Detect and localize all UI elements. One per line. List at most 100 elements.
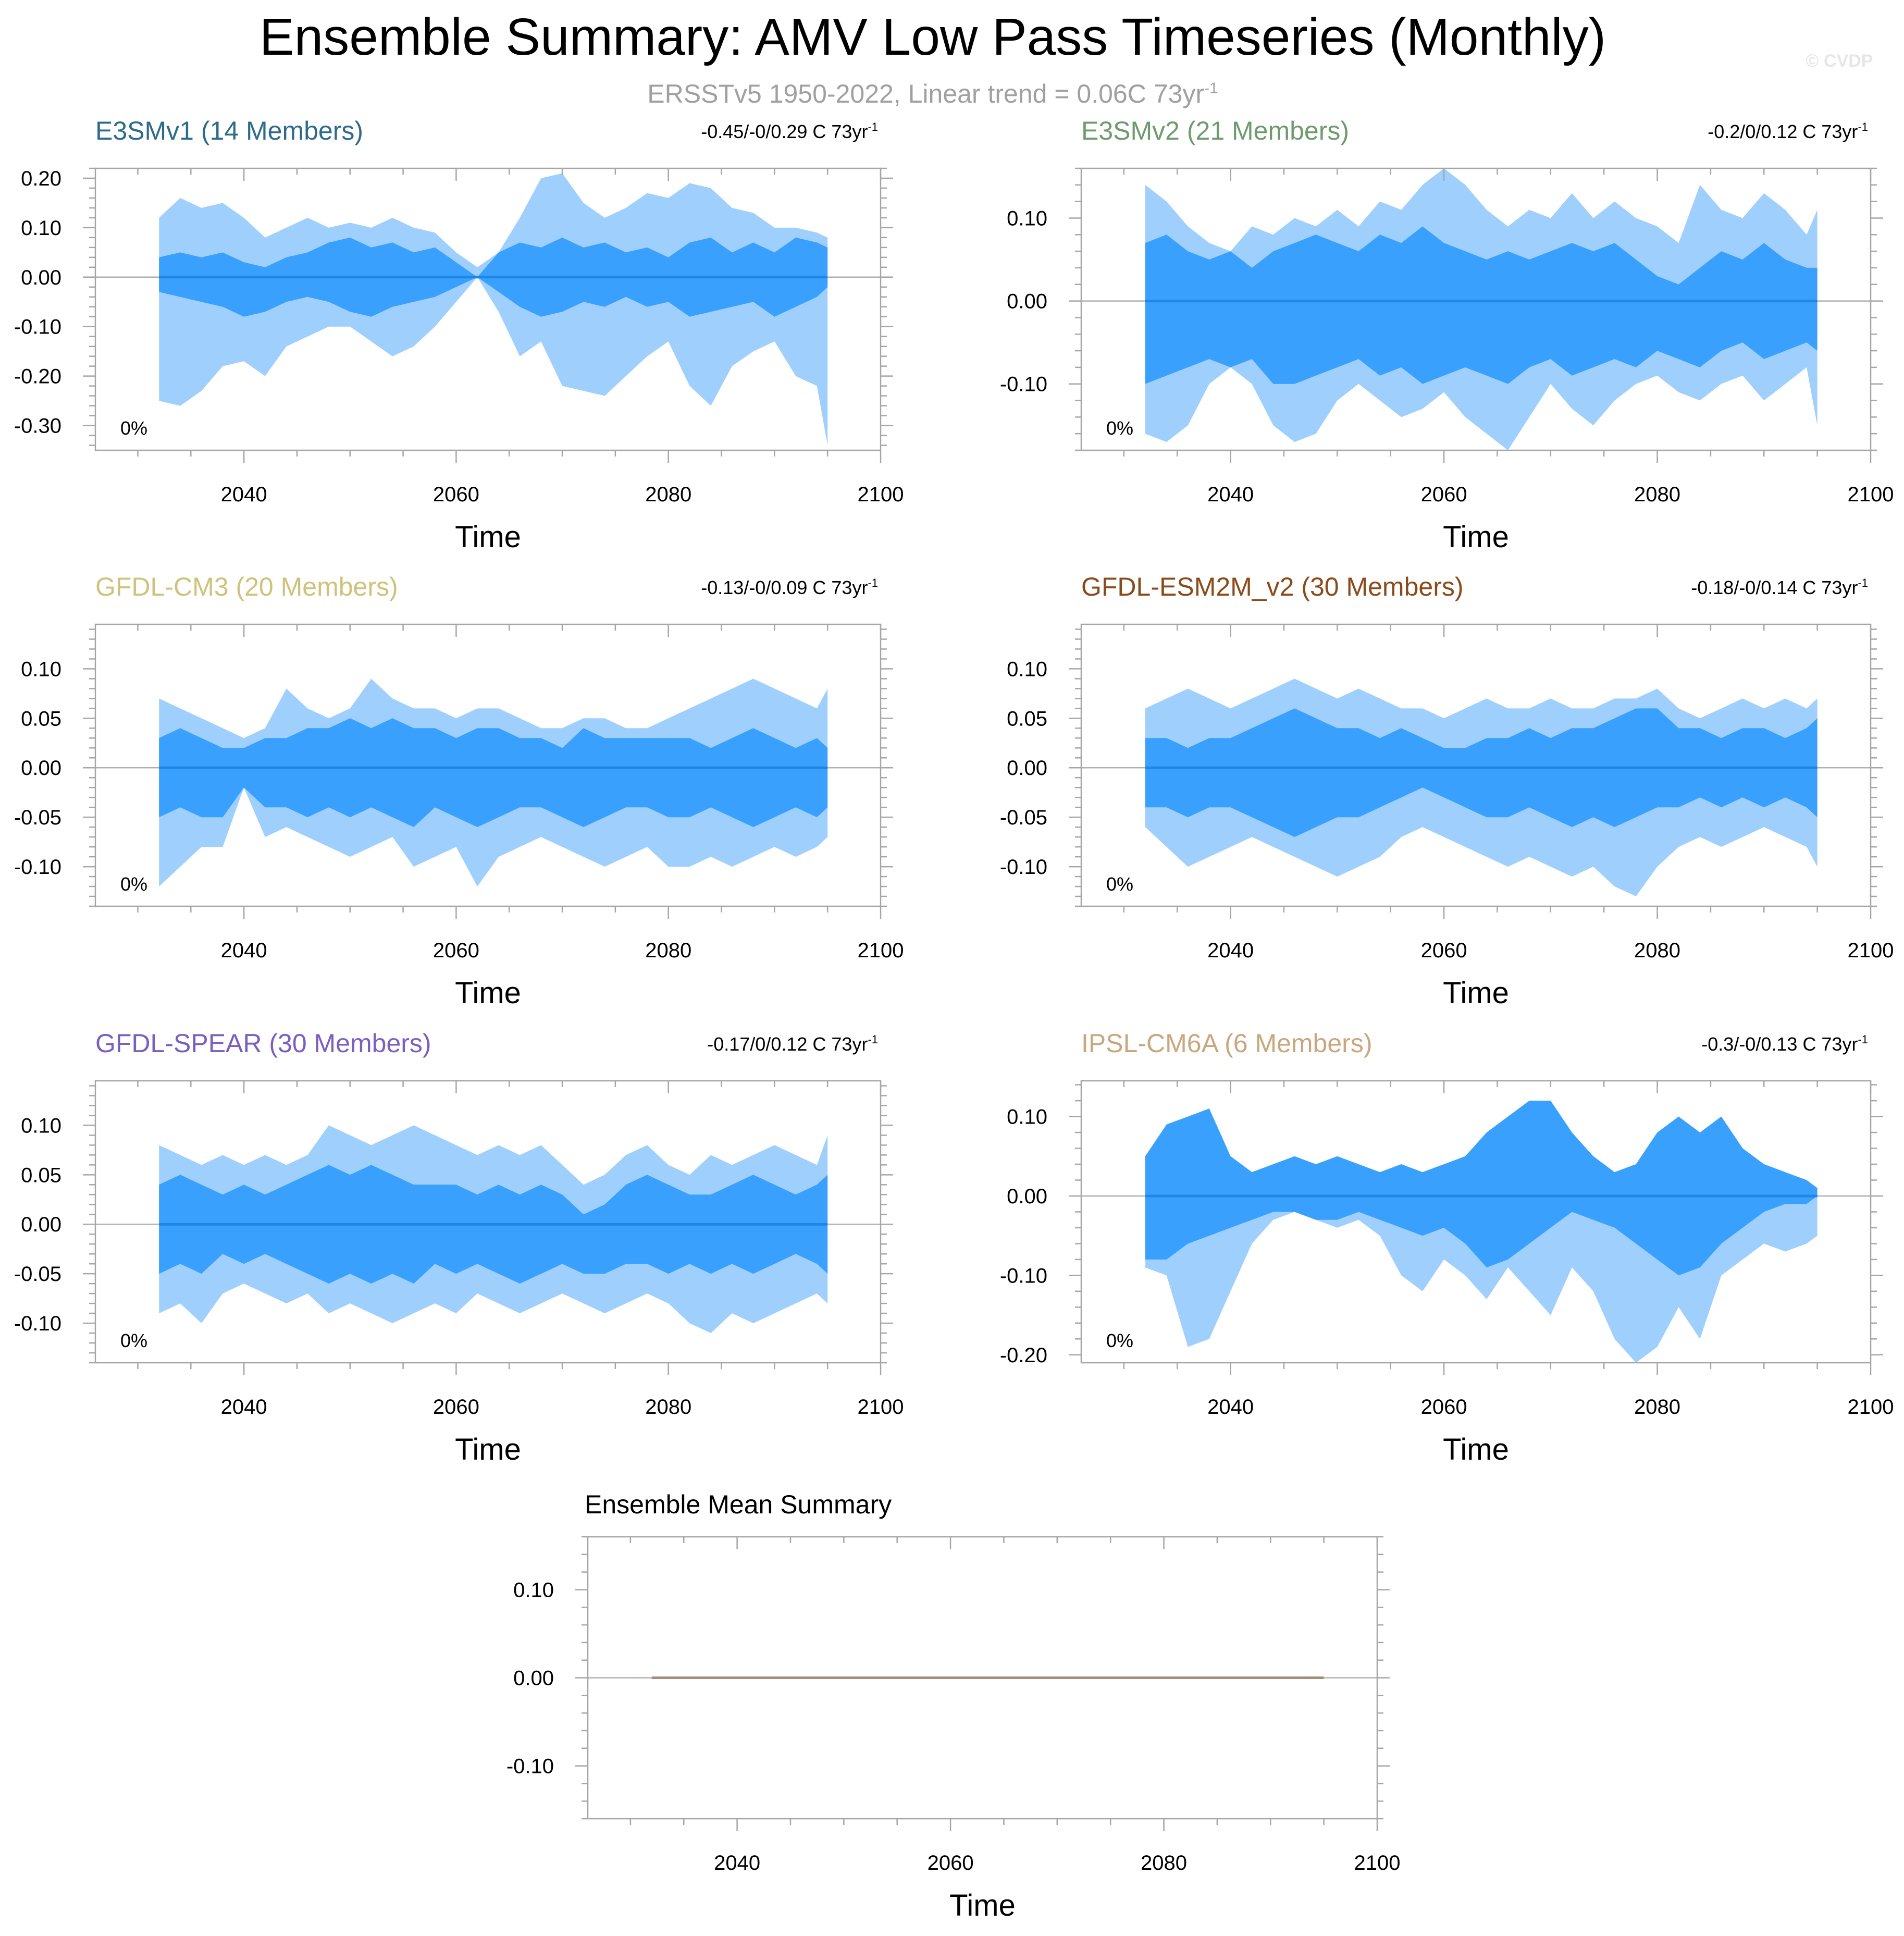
- y-tick-label: 0.00: [1007, 1185, 1047, 1208]
- y-tick-label: 0.10: [1007, 658, 1047, 681]
- plot-frame: [94, 167, 882, 451]
- y-tick-label: 0.00: [21, 266, 61, 289]
- panel-title: GFDL-ESM2M_v2 (30 Members): [1081, 572, 1464, 601]
- y-tick-label: 0.05: [21, 707, 61, 730]
- y-tick-label: -0.05: [14, 1263, 61, 1286]
- percent-label: 0%: [1106, 417, 1133, 439]
- inner-range-band: [1145, 226, 1818, 384]
- y-tick-label: 0.05: [21, 1164, 61, 1187]
- trend-label: -0.18/-0/0.14 C 73yr-1: [1691, 576, 1868, 598]
- inner-range-band: [159, 718, 828, 828]
- plot-frame: [94, 1080, 882, 1364]
- y-tick-label: 0.00: [513, 1667, 554, 1690]
- x-axis-label: Time: [949, 1889, 1016, 1922]
- x-tick-label: 2060: [433, 1396, 479, 1419]
- plot-frame: [1080, 1080, 1872, 1364]
- plot-frame: [94, 623, 882, 907]
- panel-2: E3SMv2 (21 Members) -0.2/0/0.12 C 73yr-1 0…: [1000, 116, 1894, 554]
- y-tick-label: -0.10: [1000, 1264, 1047, 1287]
- x-axis-label: Time: [1443, 1433, 1509, 1466]
- y-tick-label: -0.30: [14, 415, 61, 438]
- panel-3: GFDL-CM3 (20 Members) -0.13/-0/0.09 C 73y…: [14, 572, 904, 1010]
- x-tick-label: 2060: [433, 483, 479, 506]
- y-tick-label: -0.10: [14, 316, 61, 339]
- x-tick-label: 2080: [645, 1396, 691, 1419]
- plot-frame: [1080, 623, 1872, 907]
- figure-subtitle: ERSSTv5 1950-2022, Linear trend = 0.06C …: [647, 79, 1218, 108]
- x-tick-label: 2100: [1848, 483, 1894, 506]
- x-tick-label: 2060: [928, 1852, 974, 1875]
- y-tick-label: 0.00: [1007, 290, 1047, 313]
- y-tick-label: 0.10: [1007, 207, 1047, 230]
- y-tick-label: -0.20: [14, 365, 61, 388]
- x-tick-label: 2080: [1634, 1396, 1680, 1419]
- x-tick-label: 2080: [645, 939, 691, 962]
- x-tick-label: 2040: [1207, 939, 1254, 962]
- y-tick-label: -0.10: [14, 1312, 61, 1335]
- x-tick-label: 2100: [1848, 1396, 1894, 1419]
- x-tick-label: 2100: [858, 1396, 904, 1419]
- percent-label: 0%: [1106, 873, 1133, 895]
- y-tick-label: 0.10: [21, 217, 61, 240]
- panel-1: E3SMv1 (14 Members) -0.45/-0/0.29 C 73yr-…: [14, 116, 904, 554]
- x-tick-label: 2100: [1354, 1852, 1401, 1875]
- percent-label: 0%: [120, 873, 147, 895]
- y-tick-label: -0.10: [1000, 373, 1047, 396]
- panels: E3SMv1 (14 Members) -0.45/-0/0.29 C 73yr-…: [14, 116, 1894, 1922]
- x-axis-label: Time: [1443, 520, 1509, 554]
- panel-title: E3SMv2 (21 Members): [1081, 116, 1349, 145]
- x-axis-label: Time: [455, 976, 521, 1010]
- y-tick-label: -0.10: [14, 856, 61, 879]
- y-tick-label: -0.10: [506, 1755, 554, 1778]
- x-tick-label: 2080: [645, 483, 691, 506]
- x-tick-label: 2040: [1207, 483, 1254, 506]
- copyright-watermark: © CVDP: [1806, 51, 1873, 71]
- x-tick-label: 2080: [1141, 1852, 1187, 1875]
- inner-range-band: [1145, 1101, 1818, 1276]
- x-tick-label: 2060: [1421, 939, 1467, 962]
- trend-label: -0.3/-0/0.13 C 73yr-1: [1701, 1033, 1868, 1055]
- y-tick-label: 0.00: [21, 1213, 61, 1236]
- y-tick-label: 0.00: [1007, 757, 1047, 780]
- panel-7: Ensemble Mean Summary 2040 2060 2080 2100 -0.…: [506, 1490, 1401, 1922]
- x-tick-label: 2060: [1421, 1396, 1467, 1419]
- x-axis-label: Time: [455, 1433, 521, 1466]
- plot-frame: [1080, 167, 1872, 451]
- y-tick-label: 0.10: [513, 1579, 554, 1601]
- y-tick-label: 0.10: [1007, 1106, 1047, 1129]
- panel-5: GFDL-SPEAR (30 Members) -0.17/0/0.12 C 73…: [14, 1029, 904, 1466]
- percent-label: 0%: [1106, 1330, 1133, 1351]
- trend-label: -0.13/-0/0.09 C 73yr-1: [701, 576, 878, 598]
- x-tick-label: 2040: [221, 1396, 267, 1419]
- y-tick-label: 0.20: [21, 167, 61, 190]
- y-tick-label: -0.10: [1000, 856, 1047, 879]
- figure-title: Ensemble Summary: AMV Low Pass Timeserie…: [259, 8, 1606, 66]
- outer-range-band: [159, 173, 828, 446]
- panel-4: GFDL-ESM2M_v2 (30 Members) -0.18/-0/0.14 …: [1000, 572, 1894, 1010]
- trend-label: -0.2/0/0.12 C 73yr-1: [1708, 120, 1868, 142]
- y-tick-label: 0.00: [21, 757, 61, 780]
- panel-6: IPSL-CM6A (6 Members) -0.3/-0/0.13 C 73yr…: [1000, 1029, 1894, 1466]
- x-tick-label: 2080: [1634, 483, 1680, 506]
- panel-title: IPSL-CM6A (6 Members): [1081, 1029, 1372, 1058]
- x-tick-label: 2040: [1207, 1396, 1254, 1419]
- panel-title: E3SMv1 (14 Members): [95, 116, 363, 145]
- panel-title: GFDL-CM3 (20 Members): [95, 572, 398, 601]
- percent-label: 0%: [120, 417, 147, 439]
- x-tick-label: 2060: [1421, 483, 1467, 506]
- x-axis-label: Time: [455, 520, 521, 554]
- figure-subtitle-superscript: -1: [1204, 80, 1218, 97]
- x-tick-label: 2100: [858, 483, 904, 506]
- x-tick-label: 2060: [433, 939, 479, 962]
- inner-range-band: [1145, 708, 1818, 837]
- trend-label: -0.17/0/0.12 C 73yr-1: [707, 1033, 878, 1055]
- percent-label: 0%: [120, 1330, 147, 1351]
- x-tick-label: 2100: [858, 939, 904, 962]
- y-tick-label: -0.05: [14, 806, 61, 829]
- x-axis-label: Time: [1443, 976, 1509, 1010]
- y-tick-label: 0.05: [1007, 707, 1047, 730]
- x-tick-label: 2040: [221, 939, 267, 962]
- panel-title: GFDL-SPEAR (30 Members): [95, 1029, 431, 1058]
- y-tick-label: 0.10: [21, 658, 61, 681]
